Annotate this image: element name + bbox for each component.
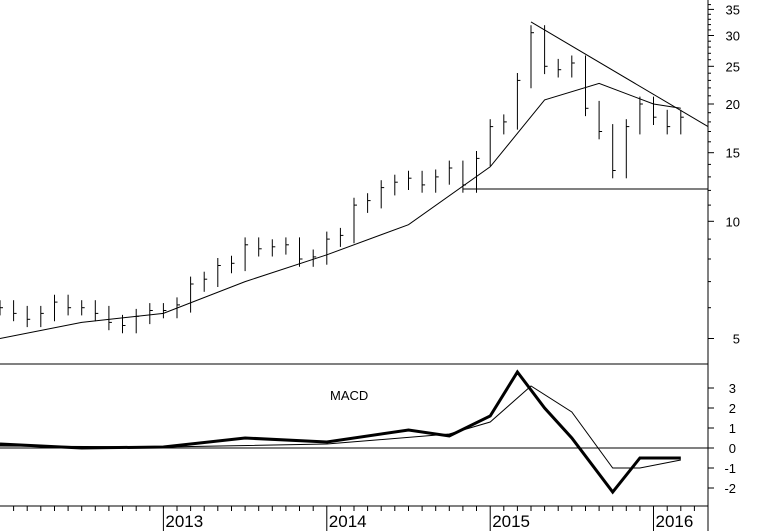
time-axis-label: 2014 [329, 512, 367, 531]
time-axis-label: 2016 [656, 512, 694, 531]
macd-axis-label: 0 [729, 441, 736, 456]
price-axis-label: 35 [726, 2, 740, 17]
macd-axis-label: 2 [729, 401, 736, 416]
trendlines [462, 21, 709, 190]
macd-title: MACD [330, 388, 368, 403]
price-ohlc-bars [0, 25, 684, 334]
macd-axis-label: 3 [729, 381, 736, 396]
time-axis: 2013 2014 2015 2016 [13, 506, 709, 531]
macd-axis-label: -2 [724, 481, 736, 496]
price-axis-label: 5 [733, 332, 740, 347]
price-panel [0, 21, 709, 339]
macd-signal-line [0, 385, 681, 469]
macd-axis-label: 1 [729, 421, 736, 436]
price-axis-label: 15 [726, 146, 740, 161]
time-axis-label: 2015 [492, 512, 530, 531]
price-axis-label: 20 [726, 97, 740, 112]
macd-panel: MACD [0, 369, 708, 495]
price-axis-label: 30 [726, 29, 740, 44]
macd-axis-label: -1 [724, 461, 736, 476]
price-axis-label: 10 [726, 214, 740, 229]
trendline [530, 21, 709, 128]
price-axis: 5 10 15 20 25 30 35 [708, 2, 740, 347]
price-axis-label: 25 [726, 59, 740, 74]
macd-axis: -2 -1 0 1 2 3 [708, 381, 736, 496]
time-axis-label: 2013 [165, 512, 203, 531]
moving-average-line [0, 82, 681, 339]
macd-line [0, 369, 681, 495]
